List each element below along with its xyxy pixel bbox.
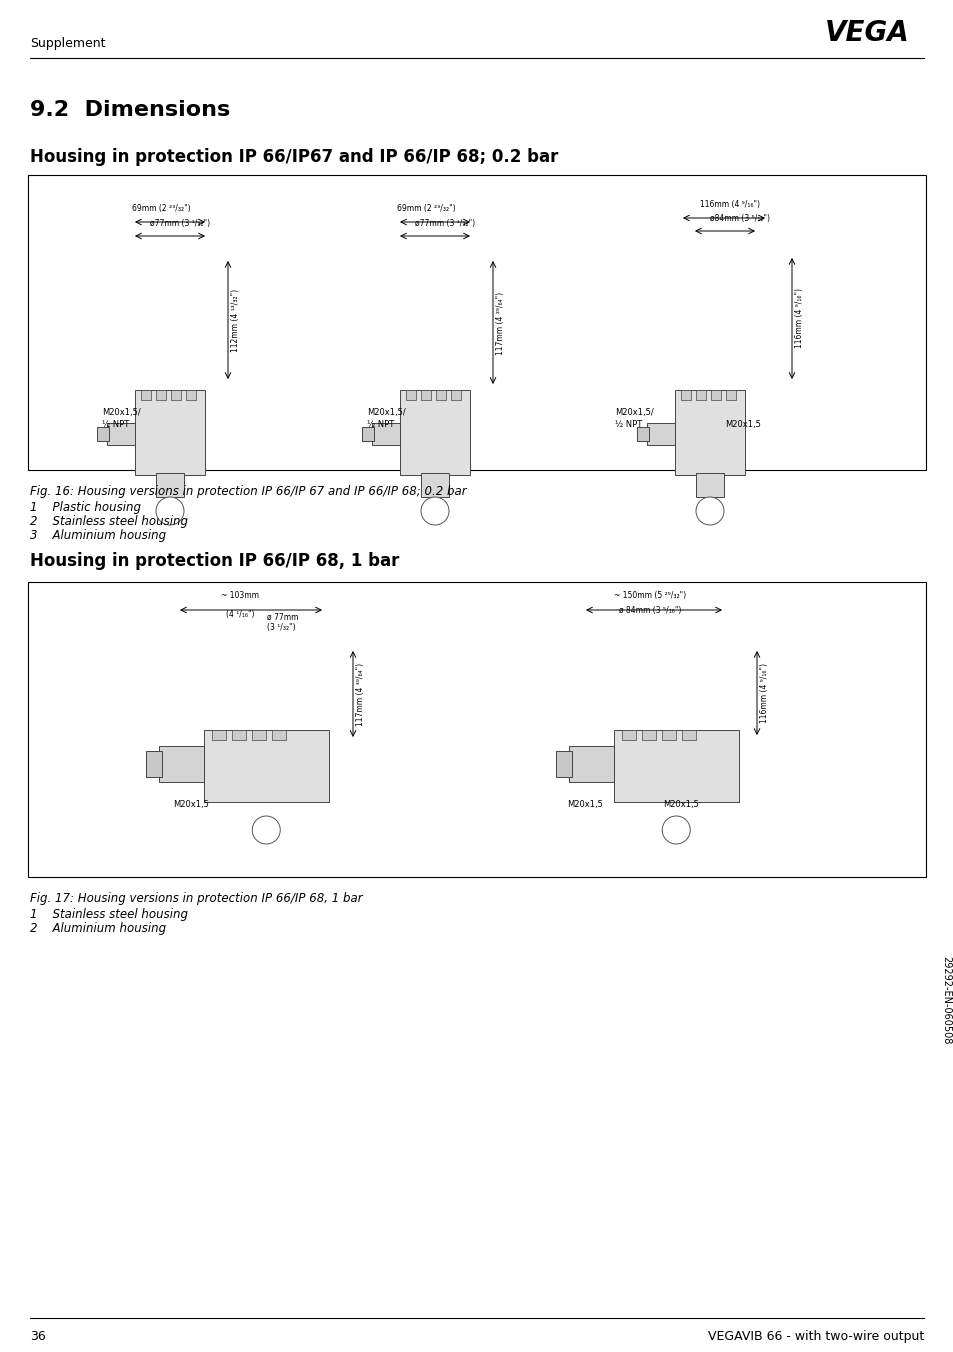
Text: M20x1,5: M20x1,5	[724, 420, 760, 429]
Bar	[186, 389, 195, 400]
Bar	[212, 730, 226, 740]
Text: 9.2  Dimensions: 9.2 Dimensions	[30, 100, 230, 120]
Bar	[28, 581, 925, 877]
Text: ø77mm (3 ¹/₃₂"): ø77mm (3 ¹/₃₂")	[415, 219, 475, 228]
Bar	[420, 389, 431, 400]
Bar	[661, 730, 675, 740]
Text: Fig. 16: Housing versions in protection IP 66/IP 67 and IP 66/IP 68; 0.2 bar: Fig. 16: Housing versions in protection …	[30, 485, 466, 498]
Bar	[681, 730, 695, 740]
Bar	[272, 730, 286, 740]
Text: 69mm (2 ²³/₃₂"): 69mm (2 ²³/₃₂")	[132, 204, 191, 214]
Text: ½ NPT: ½ NPT	[615, 420, 641, 429]
Bar	[696, 473, 723, 498]
Bar	[252, 730, 266, 740]
Text: 117mm (4 ³⁹/₆₄"): 117mm (4 ³⁹/₆₄")	[496, 292, 504, 354]
Bar	[680, 389, 690, 400]
Text: 36: 36	[30, 1330, 46, 1343]
Bar	[156, 473, 184, 498]
Text: ø 77mm: ø 77mm	[267, 612, 298, 622]
Text: Supplement: Supplement	[30, 37, 106, 50]
Text: VEGA: VEGA	[824, 19, 909, 47]
Bar	[641, 730, 655, 740]
Text: 69mm (2 ²³/₃₂"): 69mm (2 ²³/₃₂")	[396, 204, 456, 214]
Bar	[710, 389, 720, 400]
Bar	[97, 427, 109, 441]
Text: Housing in protection IP 66/IP67 and IP 66/IP 68; 0.2 bar: Housing in protection IP 66/IP67 and IP …	[30, 147, 558, 166]
Bar	[675, 389, 744, 475]
Text: (3 ¹/₃₂"): (3 ¹/₃₂")	[267, 623, 295, 631]
Bar	[146, 750, 162, 777]
Text: ø84mm (3 ⁵/₁₆"): ø84mm (3 ⁵/₁₆")	[709, 214, 769, 223]
Bar	[156, 389, 166, 400]
Bar	[107, 423, 135, 445]
Bar	[406, 389, 416, 400]
Text: 116mm (4 ⁹/₁₆"): 116mm (4 ⁹/₁₆")	[700, 200, 760, 210]
Text: M20x1,5/: M20x1,5/	[615, 408, 653, 416]
Bar	[399, 389, 470, 475]
Bar	[372, 423, 399, 445]
Text: 117mm (4 ³⁹/₆₄"): 117mm (4 ³⁹/₆₄")	[355, 662, 365, 726]
Bar	[696, 389, 705, 400]
Text: 116mm (4 ⁹/₁₆"): 116mm (4 ⁹/₁₆")	[794, 288, 803, 347]
Text: (4 ¹/₁₆"): (4 ¹/₁₆")	[226, 610, 254, 619]
Text: 112mm (4 ¹³/₃₂"): 112mm (4 ¹³/₃₂")	[231, 288, 240, 352]
Circle shape	[420, 498, 449, 525]
Bar	[451, 389, 460, 400]
Circle shape	[252, 817, 280, 844]
Bar	[568, 746, 613, 781]
Text: VEGAVIB 66 - with two-wire output: VEGAVIB 66 - with two-wire output	[707, 1330, 923, 1343]
Text: M20x1,5/: M20x1,5/	[102, 408, 141, 416]
Bar	[621, 730, 635, 740]
Text: 3    Aluminium housing: 3 Aluminium housing	[30, 529, 166, 542]
Bar	[171, 389, 181, 400]
Circle shape	[696, 498, 723, 525]
Text: 116mm (4 ⁹/₁₆"): 116mm (4 ⁹/₁₆")	[760, 662, 768, 723]
Text: ø77mm (3 ¹/₃₂"): ø77mm (3 ¹/₃₂")	[150, 219, 210, 228]
Text: ø 84mm (3 ⁵/₁₆"): ø 84mm (3 ⁵/₁₆")	[618, 606, 680, 615]
Text: 1    Stainless steel housing: 1 Stainless steel housing	[30, 909, 188, 921]
Text: 29292-EN-060508: 29292-EN-060508	[940, 956, 950, 1044]
Bar	[646, 423, 675, 445]
Bar	[28, 174, 925, 470]
Bar	[232, 730, 246, 740]
Text: 1    Plastic housing: 1 Plastic housing	[30, 502, 141, 514]
Bar	[613, 730, 738, 802]
Bar	[637, 427, 648, 441]
Text: Housing in protection IP 66/IP 68, 1 bar: Housing in protection IP 66/IP 68, 1 bar	[30, 552, 399, 571]
Circle shape	[661, 817, 690, 844]
Bar	[141, 389, 151, 400]
Bar	[204, 730, 329, 802]
Text: M20x1,5: M20x1,5	[566, 800, 602, 808]
Bar	[556, 750, 571, 777]
Text: ~ 103mm: ~ 103mm	[221, 591, 258, 600]
Text: ½ NPT: ½ NPT	[102, 420, 129, 429]
Bar	[361, 427, 374, 441]
Text: 2    Aluminium housing: 2 Aluminium housing	[30, 922, 166, 936]
Text: M20x1,5: M20x1,5	[172, 800, 209, 808]
Bar	[725, 389, 735, 400]
Text: M20x1,5/: M20x1,5/	[367, 408, 405, 416]
Text: M20x1,5: M20x1,5	[662, 800, 699, 808]
Text: 2    Stainless steel housing: 2 Stainless steel housing	[30, 515, 188, 529]
Bar	[420, 473, 449, 498]
Circle shape	[156, 498, 184, 525]
Text: ~ 150mm (5 ²⁹/₃₂"): ~ 150mm (5 ²⁹/₃₂")	[614, 591, 685, 600]
Bar	[158, 746, 204, 781]
Bar	[135, 389, 205, 475]
Text: Fig. 17: Housing versions in protection IP 66/IP 68, 1 bar: Fig. 17: Housing versions in protection …	[30, 892, 362, 904]
Text: ½ NPT: ½ NPT	[367, 420, 394, 429]
Bar	[436, 389, 446, 400]
